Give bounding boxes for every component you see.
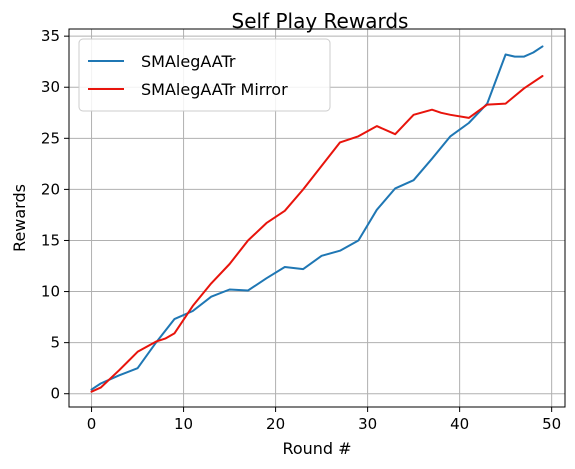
y-tick-label: 30 <box>41 78 60 96</box>
y-tick-label: 0 <box>50 385 60 403</box>
y-tick-label: 10 <box>41 283 60 301</box>
y-tick-label: 20 <box>41 180 60 198</box>
x-axis-label: Round # <box>282 439 351 458</box>
y-tick-label: 15 <box>41 231 60 249</box>
x-tick-label: 0 <box>87 415 97 433</box>
series-line-1 <box>90 45 544 391</box>
x-tick-label: 50 <box>542 415 561 433</box>
y-tick-label: 35 <box>41 27 60 45</box>
legend-label: SMAlegAATr Mirror <box>141 80 288 99</box>
legend-label: SMAlegAATr <box>141 52 236 71</box>
y-tick-label: 5 <box>50 334 60 352</box>
plot-frame <box>68 28 566 408</box>
y-axis-label: Rewards <box>10 184 29 252</box>
x-tick-label: 30 <box>358 415 377 433</box>
legend: SMAlegAATr SMAlegAATr Mirror <box>78 38 331 112</box>
x-axis: 0 10 20 30 40 50 <box>87 407 561 433</box>
series-lines <box>90 45 544 393</box>
x-tick-label: 10 <box>174 415 193 433</box>
y-axis: 0 5 10 15 20 25 30 35 <box>41 27 69 403</box>
x-tick-label: 40 <box>450 415 469 433</box>
legend-box <box>78 38 331 112</box>
x-tick-label: 20 <box>266 415 285 433</box>
series-line-2 <box>90 75 544 393</box>
y-tick-label: 25 <box>41 129 60 147</box>
